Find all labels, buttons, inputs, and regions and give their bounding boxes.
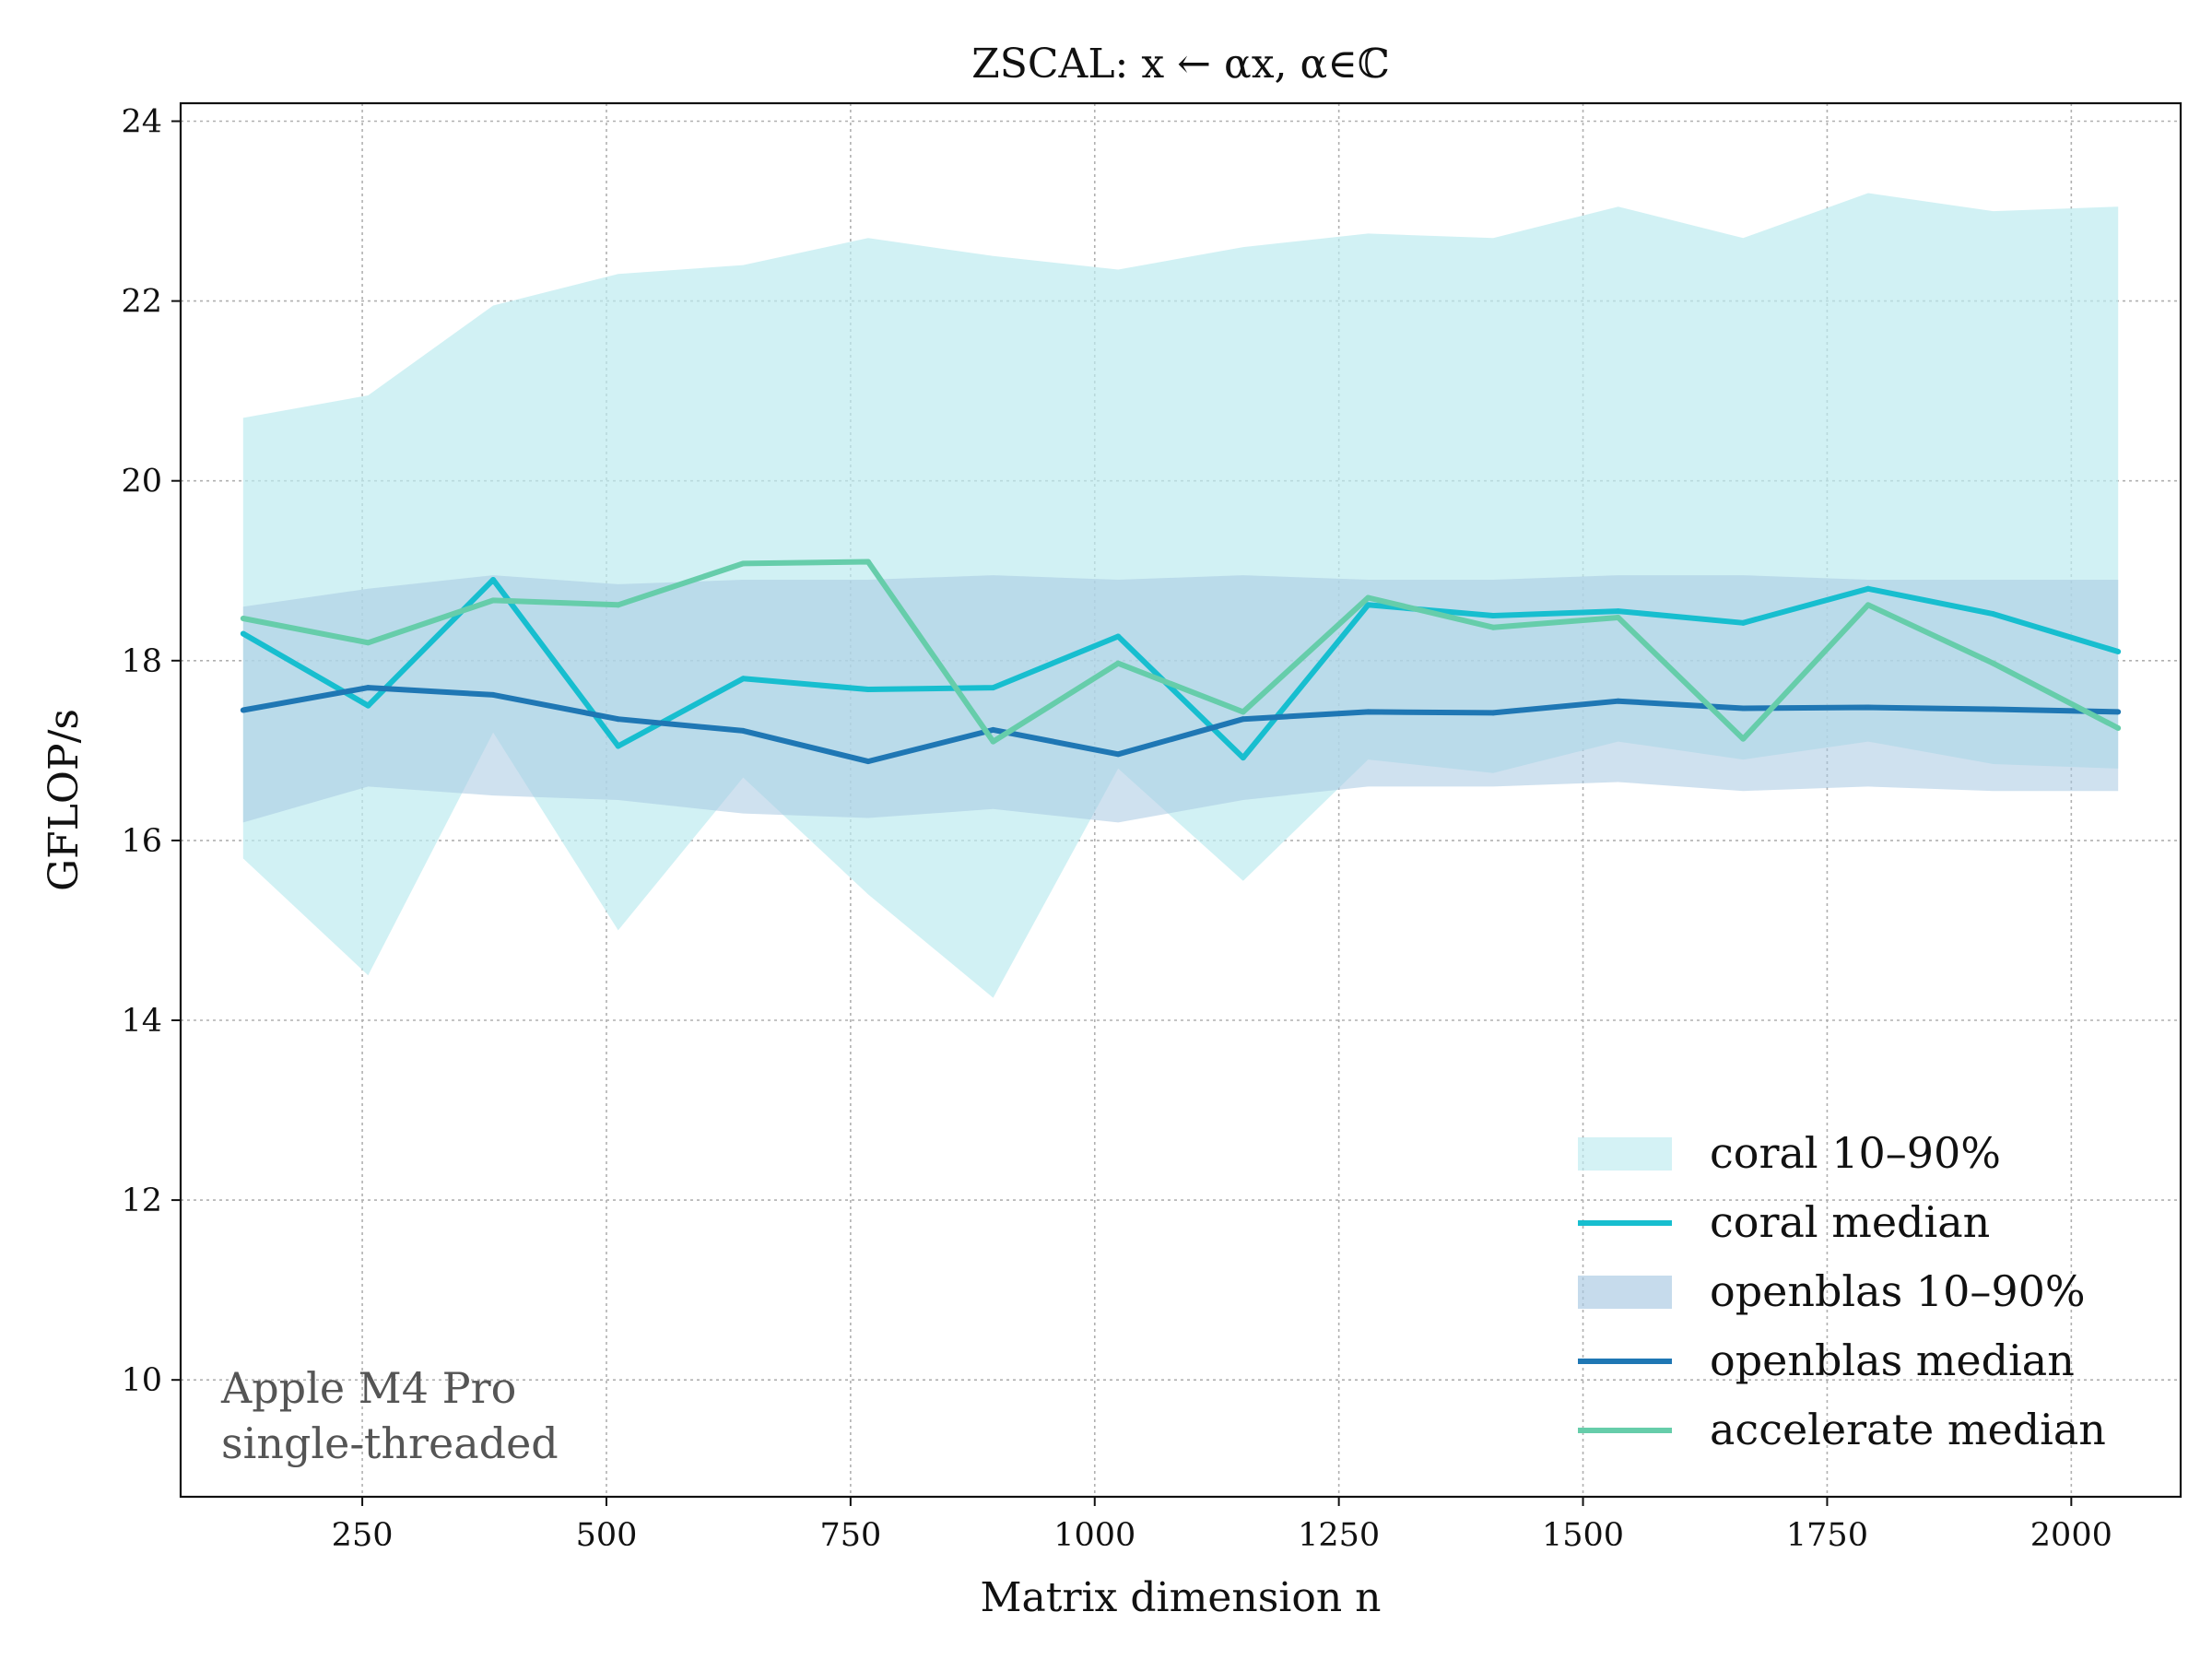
point-openblas-median	[1240, 716, 1246, 723]
point-openblas-median	[1990, 706, 1996, 712]
point-accelerate-median	[1490, 624, 1497, 630]
x-tick-label: 1750	[1786, 1517, 1868, 1554]
x-tick-label: 1250	[1298, 1517, 1380, 1554]
point-accelerate-median	[990, 738, 996, 745]
point-coral-median	[1490, 613, 1497, 619]
legend-label-accelerate-median: accelerate median	[1710, 1405, 2106, 1454]
point-accelerate-median	[740, 560, 747, 567]
point-coral-median	[1615, 608, 1621, 615]
point-coral-median	[1240, 755, 1246, 761]
point-openblas-median	[865, 759, 871, 765]
point-openblas-median	[1490, 710, 1497, 716]
point-coral-median	[1115, 633, 1122, 640]
point-openblas-median	[615, 716, 621, 723]
point-openblas-median	[490, 691, 497, 698]
y-tick-label: 24	[121, 104, 162, 141]
chart-title: ZSCAL: x ← αx, α∈ℂ	[971, 41, 1390, 88]
legend-label-openblas-10-90-: openblas 10–90%	[1710, 1266, 2086, 1316]
point-coral-median	[615, 743, 621, 749]
point-coral-median	[1740, 619, 1747, 626]
point-coral-median	[490, 577, 497, 583]
hardware-annotation: Apple M4 Pro	[220, 1363, 516, 1413]
x-tick-label: 1500	[1542, 1517, 1624, 1554]
legend: coral 10–90% coral median openblas 10–90% o…	[1578, 1128, 2106, 1454]
point-openblas-median	[1740, 705, 1747, 712]
plot-frame	[179, 101, 2183, 1499]
y-tick-label: 12	[121, 1182, 162, 1219]
point-accelerate-median	[1740, 735, 1747, 742]
point-openblas-median	[2115, 709, 2122, 715]
series-accelerate-median	[242, 559, 2120, 745]
point-openblas-median	[1865, 704, 1871, 711]
y-tick-label: 10	[121, 1362, 162, 1399]
point-openblas-median	[740, 727, 747, 734]
point-accelerate-median	[615, 602, 621, 608]
series-coral-median	[241, 577, 2120, 761]
y-tick-label: 16	[121, 823, 162, 860]
x-axis-label: Matrix dimension n	[980, 1574, 1381, 1621]
point-coral-median	[1865, 585, 1871, 592]
threading-annotation: single-threaded	[221, 1418, 559, 1468]
point-accelerate-median	[365, 640, 371, 646]
legend-label-coral-median: coral median	[1710, 1197, 1990, 1247]
y-tick-label: 20	[121, 464, 162, 500]
point-openblas-median	[990, 726, 996, 733]
x-tick-label: 2000	[2030, 1517, 2112, 1554]
point-accelerate-median	[1240, 709, 1246, 715]
point-openblas-median	[365, 685, 371, 691]
y-tick-label: 22	[121, 284, 162, 321]
point-accelerate-median	[2115, 724, 2122, 731]
series-openblas-median	[242, 685, 2119, 765]
legend-swatch-coral-10-90-	[1578, 1137, 1672, 1171]
point-accelerate-median	[1865, 602, 1871, 608]
point-openblas-median	[1365, 709, 1371, 715]
y-axis-label: GFLOP/s	[41, 709, 88, 891]
point-openblas-median	[1115, 751, 1122, 758]
x-tick-label: 1000	[1053, 1517, 1135, 1554]
point-coral-median	[2115, 649, 2122, 655]
point-accelerate-median	[865, 559, 871, 565]
point-coral-median	[865, 687, 871, 693]
y-tick-label: 14	[121, 1003, 162, 1040]
y-tick-label: 18	[121, 643, 162, 680]
point-openblas-median	[1615, 698, 1621, 704]
axis-ticks: 250 500 750 1000 1250 1500 1750 2000 10 12 14 16 18 2…	[121, 104, 2112, 1554]
point-accelerate-median	[490, 597, 497, 604]
point-accelerate-median	[1990, 660, 1996, 666]
point-coral-median	[1990, 611, 1996, 618]
point-coral-median	[1365, 602, 1371, 608]
x-tick-label: 500	[576, 1517, 638, 1554]
x-tick-label: 750	[819, 1517, 881, 1554]
legend-swatch-openblas-10-90-	[1578, 1276, 1672, 1309]
point-coral-median	[740, 676, 747, 682]
point-accelerate-median	[1615, 614, 1621, 620]
point-openblas-median	[240, 707, 246, 713]
point-coral-median	[240, 630, 246, 637]
point-coral-median	[365, 702, 371, 709]
legend-label-coral-10-90-: coral 10–90%	[1710, 1128, 2001, 1178]
x-tick-label: 250	[332, 1517, 394, 1554]
legend-label-openblas-median: openblas median	[1710, 1335, 2075, 1385]
point-accelerate-median	[1365, 594, 1371, 601]
point-coral-median	[990, 685, 996, 691]
median-series	[240, 559, 2122, 765]
point-accelerate-median	[240, 615, 246, 621]
point-accelerate-median	[1115, 660, 1122, 666]
